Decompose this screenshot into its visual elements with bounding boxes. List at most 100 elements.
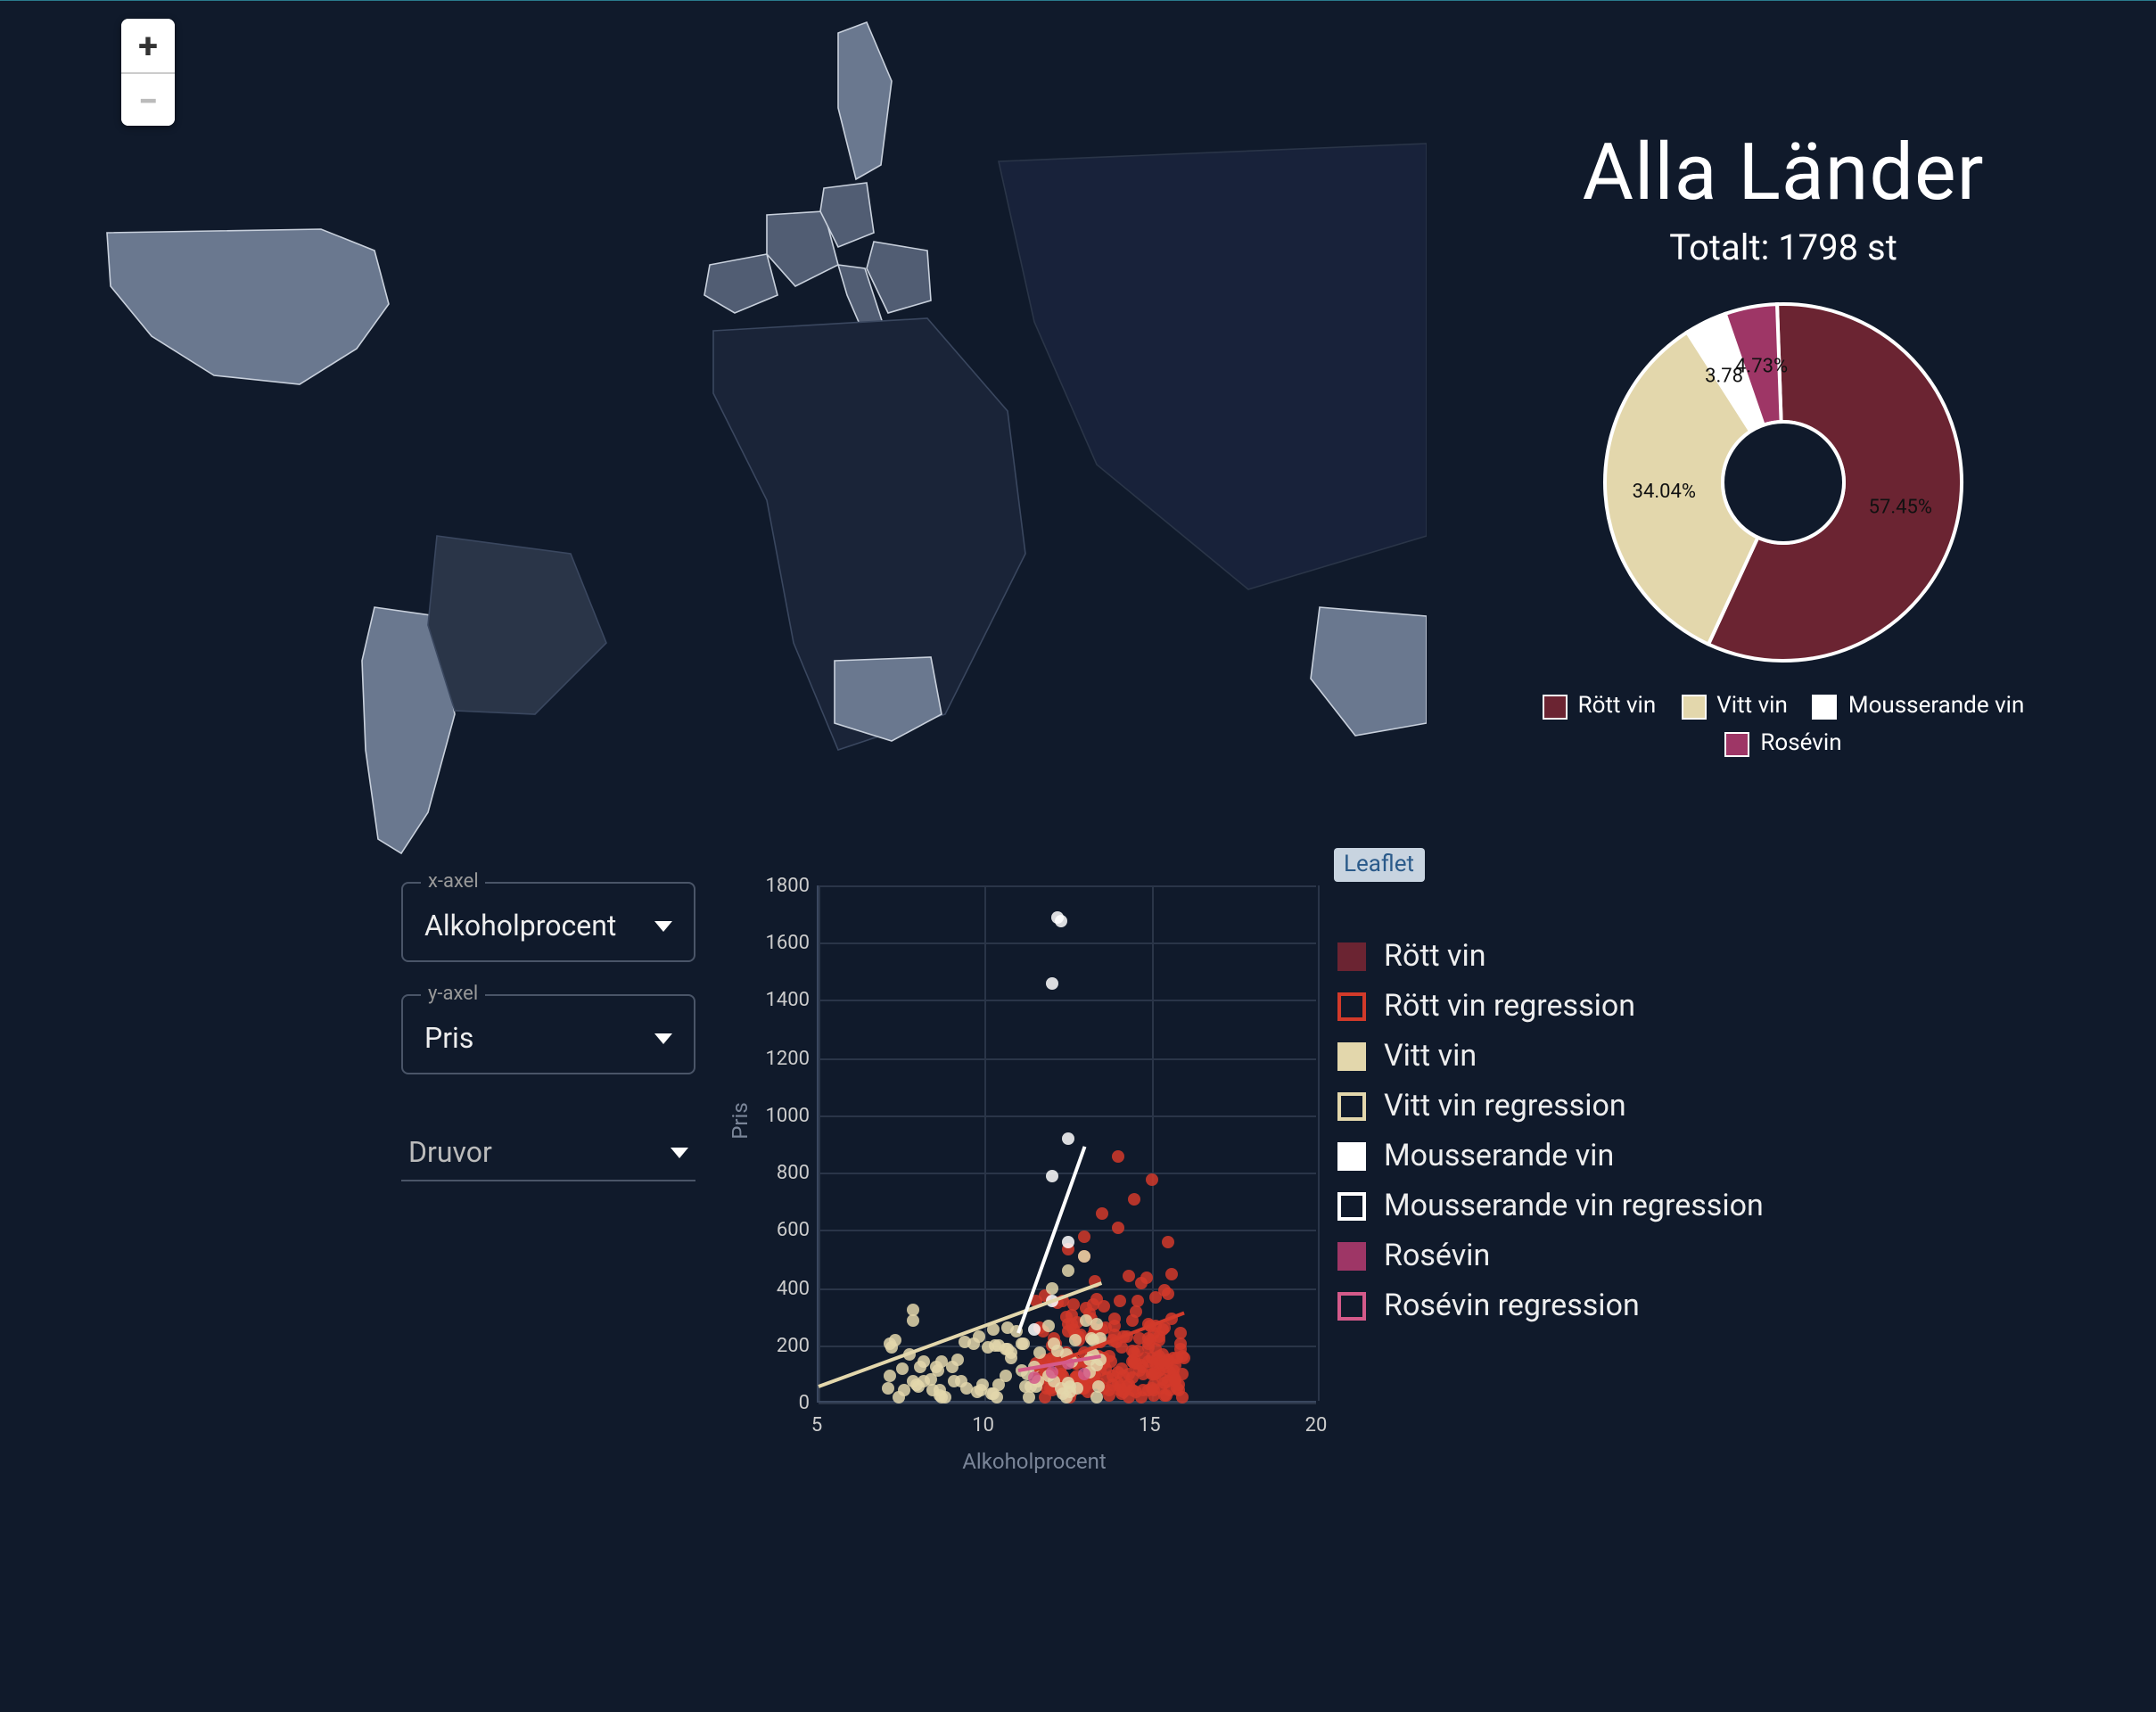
scatter-point[interactable] bbox=[1123, 1391, 1135, 1403]
zoom-out-button[interactable]: − bbox=[121, 72, 175, 126]
scatter-point[interactable] bbox=[882, 1382, 894, 1395]
country-south-africa[interactable] bbox=[835, 657, 942, 741]
y-axis-select[interactable]: y-axel Pris bbox=[401, 994, 695, 1074]
scatter-point[interactable] bbox=[1045, 978, 1057, 991]
donut-legend-item[interactable]: Rosévin bbox=[1724, 730, 1841, 757]
caret-down-icon bbox=[654, 920, 672, 931]
scatter-point[interactable] bbox=[883, 1338, 895, 1350]
scatter-point[interactable] bbox=[982, 1342, 994, 1354]
scatter-point[interactable] bbox=[1129, 1193, 1141, 1206]
scatter-point[interactable] bbox=[911, 1380, 924, 1393]
country-asia-outline[interactable] bbox=[999, 144, 1427, 589]
donut-legend-item[interactable]: Rött vin bbox=[1543, 693, 1657, 720]
scatter-point[interactable] bbox=[1068, 1335, 1081, 1347]
scatter-legend-item[interactable]: Mousserande vin bbox=[1337, 1132, 1764, 1181]
scatter-point[interactable] bbox=[1062, 1265, 1074, 1278]
scatter-point[interactable] bbox=[1066, 1299, 1079, 1312]
map-attribution[interactable]: Leaflet bbox=[1333, 848, 1425, 882]
scatter-point[interactable] bbox=[1130, 1305, 1142, 1318]
country-brazil[interactable] bbox=[428, 536, 606, 714]
scatter-point[interactable] bbox=[952, 1354, 965, 1366]
scatter-point[interactable] bbox=[914, 1360, 926, 1372]
scatter-point[interactable] bbox=[1170, 1360, 1182, 1372]
scatter-point[interactable] bbox=[1165, 1268, 1178, 1280]
scatter-point[interactable] bbox=[1109, 1313, 1122, 1326]
scatter-point[interactable] bbox=[906, 1305, 918, 1317]
axis-controls: x-axel Alkoholprocent y-axel Pris Druvor bbox=[401, 882, 695, 1181]
grapes-select[interactable]: Druvor bbox=[401, 1124, 695, 1181]
scatter-point[interactable] bbox=[1065, 1380, 1077, 1393]
scatter-legend-item[interactable]: Rött vin regression bbox=[1337, 982, 1764, 1032]
scatter-point[interactable] bbox=[1145, 1173, 1157, 1186]
scatter-point[interactable] bbox=[959, 1336, 971, 1348]
scatter-point[interactable] bbox=[1029, 1322, 1041, 1335]
scatter-point[interactable] bbox=[1112, 1150, 1124, 1163]
country-australia[interactable] bbox=[1311, 607, 1427, 736]
scatter-point[interactable] bbox=[1122, 1269, 1134, 1281]
scatter-legend-item[interactable]: Mousserande vin regression bbox=[1337, 1181, 1764, 1231]
country-sweden[interactable] bbox=[838, 22, 892, 179]
scatter-point[interactable] bbox=[1133, 1364, 1146, 1377]
scatter-point[interactable] bbox=[1158, 1356, 1171, 1369]
scatter-point[interactable] bbox=[1098, 1301, 1110, 1313]
scatter-point[interactable] bbox=[1056, 915, 1068, 927]
legend-swatch bbox=[1337, 992, 1366, 1021]
scatter-point[interactable] bbox=[932, 1363, 944, 1376]
scatter-point[interactable] bbox=[1049, 1338, 1061, 1350]
scatter-point[interactable] bbox=[1042, 1320, 1055, 1332]
scatter-point[interactable] bbox=[1033, 1346, 1046, 1358]
scatter-point[interactable] bbox=[1023, 1391, 1035, 1403]
scatter-point[interactable] bbox=[999, 1370, 1011, 1383]
scatter-point[interactable] bbox=[897, 1385, 909, 1397]
donut-legend-item[interactable]: Mousserande vin bbox=[1813, 693, 2024, 720]
scatter-point[interactable] bbox=[883, 1369, 895, 1381]
scatter-point[interactable] bbox=[1029, 1371, 1041, 1384]
scatter-point[interactable] bbox=[1169, 1373, 1181, 1386]
scatter-point[interactable] bbox=[1079, 1369, 1091, 1381]
scatter-point[interactable] bbox=[1090, 1318, 1103, 1330]
scatter-point[interactable] bbox=[1136, 1278, 1148, 1290]
scatter-legend-item[interactable]: Rosévin regression bbox=[1337, 1281, 1764, 1331]
country-spain[interactable] bbox=[704, 254, 778, 313]
scatter-legend-item[interactable]: Vitt vin bbox=[1337, 1032, 1764, 1082]
scatter-point[interactable] bbox=[1177, 1391, 1189, 1403]
world-map[interactable]: + − bbox=[0, 1, 1427, 875]
scatter-point[interactable] bbox=[1162, 1237, 1174, 1249]
scatter-point[interactable] bbox=[1173, 1338, 1186, 1351]
country-usa[interactable] bbox=[107, 229, 389, 384]
donut-legend-item[interactable]: Vitt vin bbox=[1681, 693, 1788, 720]
scatter-point[interactable] bbox=[1175, 1327, 1188, 1339]
scatter-point[interactable] bbox=[985, 1387, 998, 1400]
scatter-point[interactable] bbox=[1112, 1222, 1124, 1235]
scatter-point[interactable] bbox=[1079, 1230, 1091, 1243]
y-tick: 1000 bbox=[738, 1104, 810, 1127]
x-axis-select[interactable]: x-axel Alkoholprocent bbox=[401, 882, 695, 962]
zoom-in-button[interactable]: + bbox=[121, 19, 175, 72]
scatter-point[interactable] bbox=[1001, 1321, 1014, 1334]
scatter-point[interactable] bbox=[960, 1381, 973, 1394]
legend-label: Rosévin bbox=[1384, 1239, 1490, 1274]
scatter-point[interactable] bbox=[939, 1391, 951, 1403]
scatter-point[interactable] bbox=[1112, 1366, 1124, 1379]
scatter-legend-item[interactable]: Rött vin bbox=[1337, 932, 1764, 982]
scatter-point[interactable] bbox=[1159, 1284, 1172, 1296]
scatter-point[interactable] bbox=[1095, 1207, 1107, 1220]
scatter-point[interactable] bbox=[1045, 1366, 1057, 1379]
scatter-point[interactable] bbox=[1062, 1133, 1074, 1146]
scatter-point[interactable] bbox=[896, 1362, 909, 1375]
scatter-point[interactable] bbox=[1146, 1382, 1158, 1395]
scatter-point[interactable] bbox=[1016, 1337, 1029, 1349]
scatter-point[interactable] bbox=[1114, 1295, 1126, 1307]
scatter-legend-item[interactable]: Vitt vin regression bbox=[1337, 1082, 1764, 1132]
scatter-legend-item[interactable]: Rosévin bbox=[1337, 1231, 1764, 1281]
scatter-point[interactable] bbox=[1062, 1237, 1074, 1249]
scatter-point[interactable] bbox=[1079, 1251, 1091, 1263]
legend-label: Vitt vin bbox=[1716, 693, 1788, 720]
scatter-point[interactable] bbox=[1116, 1340, 1129, 1353]
legend-label: Rött vin bbox=[1384, 939, 1486, 975]
scatter-point[interactable] bbox=[1093, 1379, 1106, 1392]
scatter-point[interactable] bbox=[1002, 1344, 1015, 1356]
scatter-point[interactable] bbox=[1045, 1171, 1057, 1183]
scatter-point[interactable] bbox=[1091, 1392, 1104, 1404]
scatter-point[interactable] bbox=[907, 1315, 919, 1328]
